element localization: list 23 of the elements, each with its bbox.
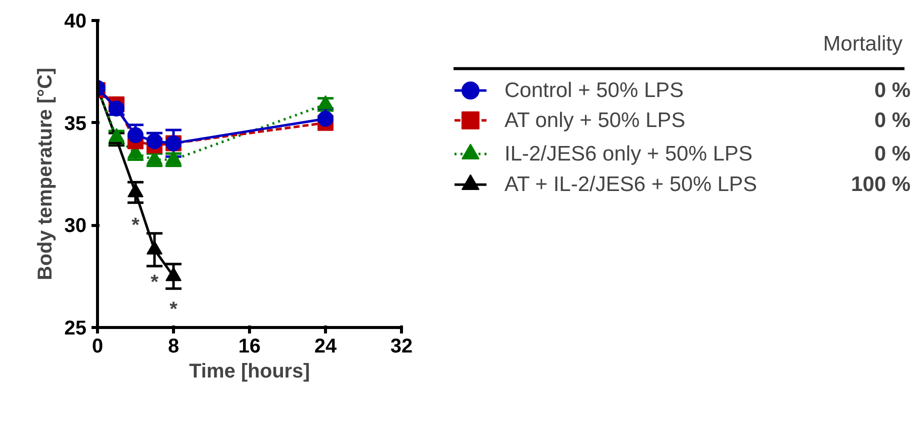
y-tick-label: 35 [64,112,87,135]
annotation: * [132,214,140,236]
legend-label: IL-2/JES6 only + 50% LPS [504,142,753,166]
legend-label: AT only + 50% LPS [504,108,686,132]
text: 0 % [874,79,911,102]
y-axis-title: Body temperature [°C] [34,68,56,280]
annotation: * [170,298,178,320]
x-tick-label: 24 [314,336,338,358]
text: 0 % [874,142,911,166]
x-tick-label: 8 [168,336,180,358]
y-tick-label: 30 [64,215,87,238]
y-tick-label: 25 [64,318,87,340]
x-tick-label: 16 [238,336,261,358]
text: 0 % [874,108,911,132]
text: 100 % [850,173,911,196]
legend-label: AT + IL-2/JES6 + 50% LPS [504,173,758,196]
annotation: * [150,272,159,294]
x-axis-title: Time [hours] [189,360,310,382]
legend-title: Mortality [823,32,903,56]
x-tick-label: 32 [390,336,413,358]
legend-label: Control + 50% LPS [504,79,684,102]
y-tick-label: 40 [64,10,87,32]
x-tick-label: 0 [92,336,104,358]
